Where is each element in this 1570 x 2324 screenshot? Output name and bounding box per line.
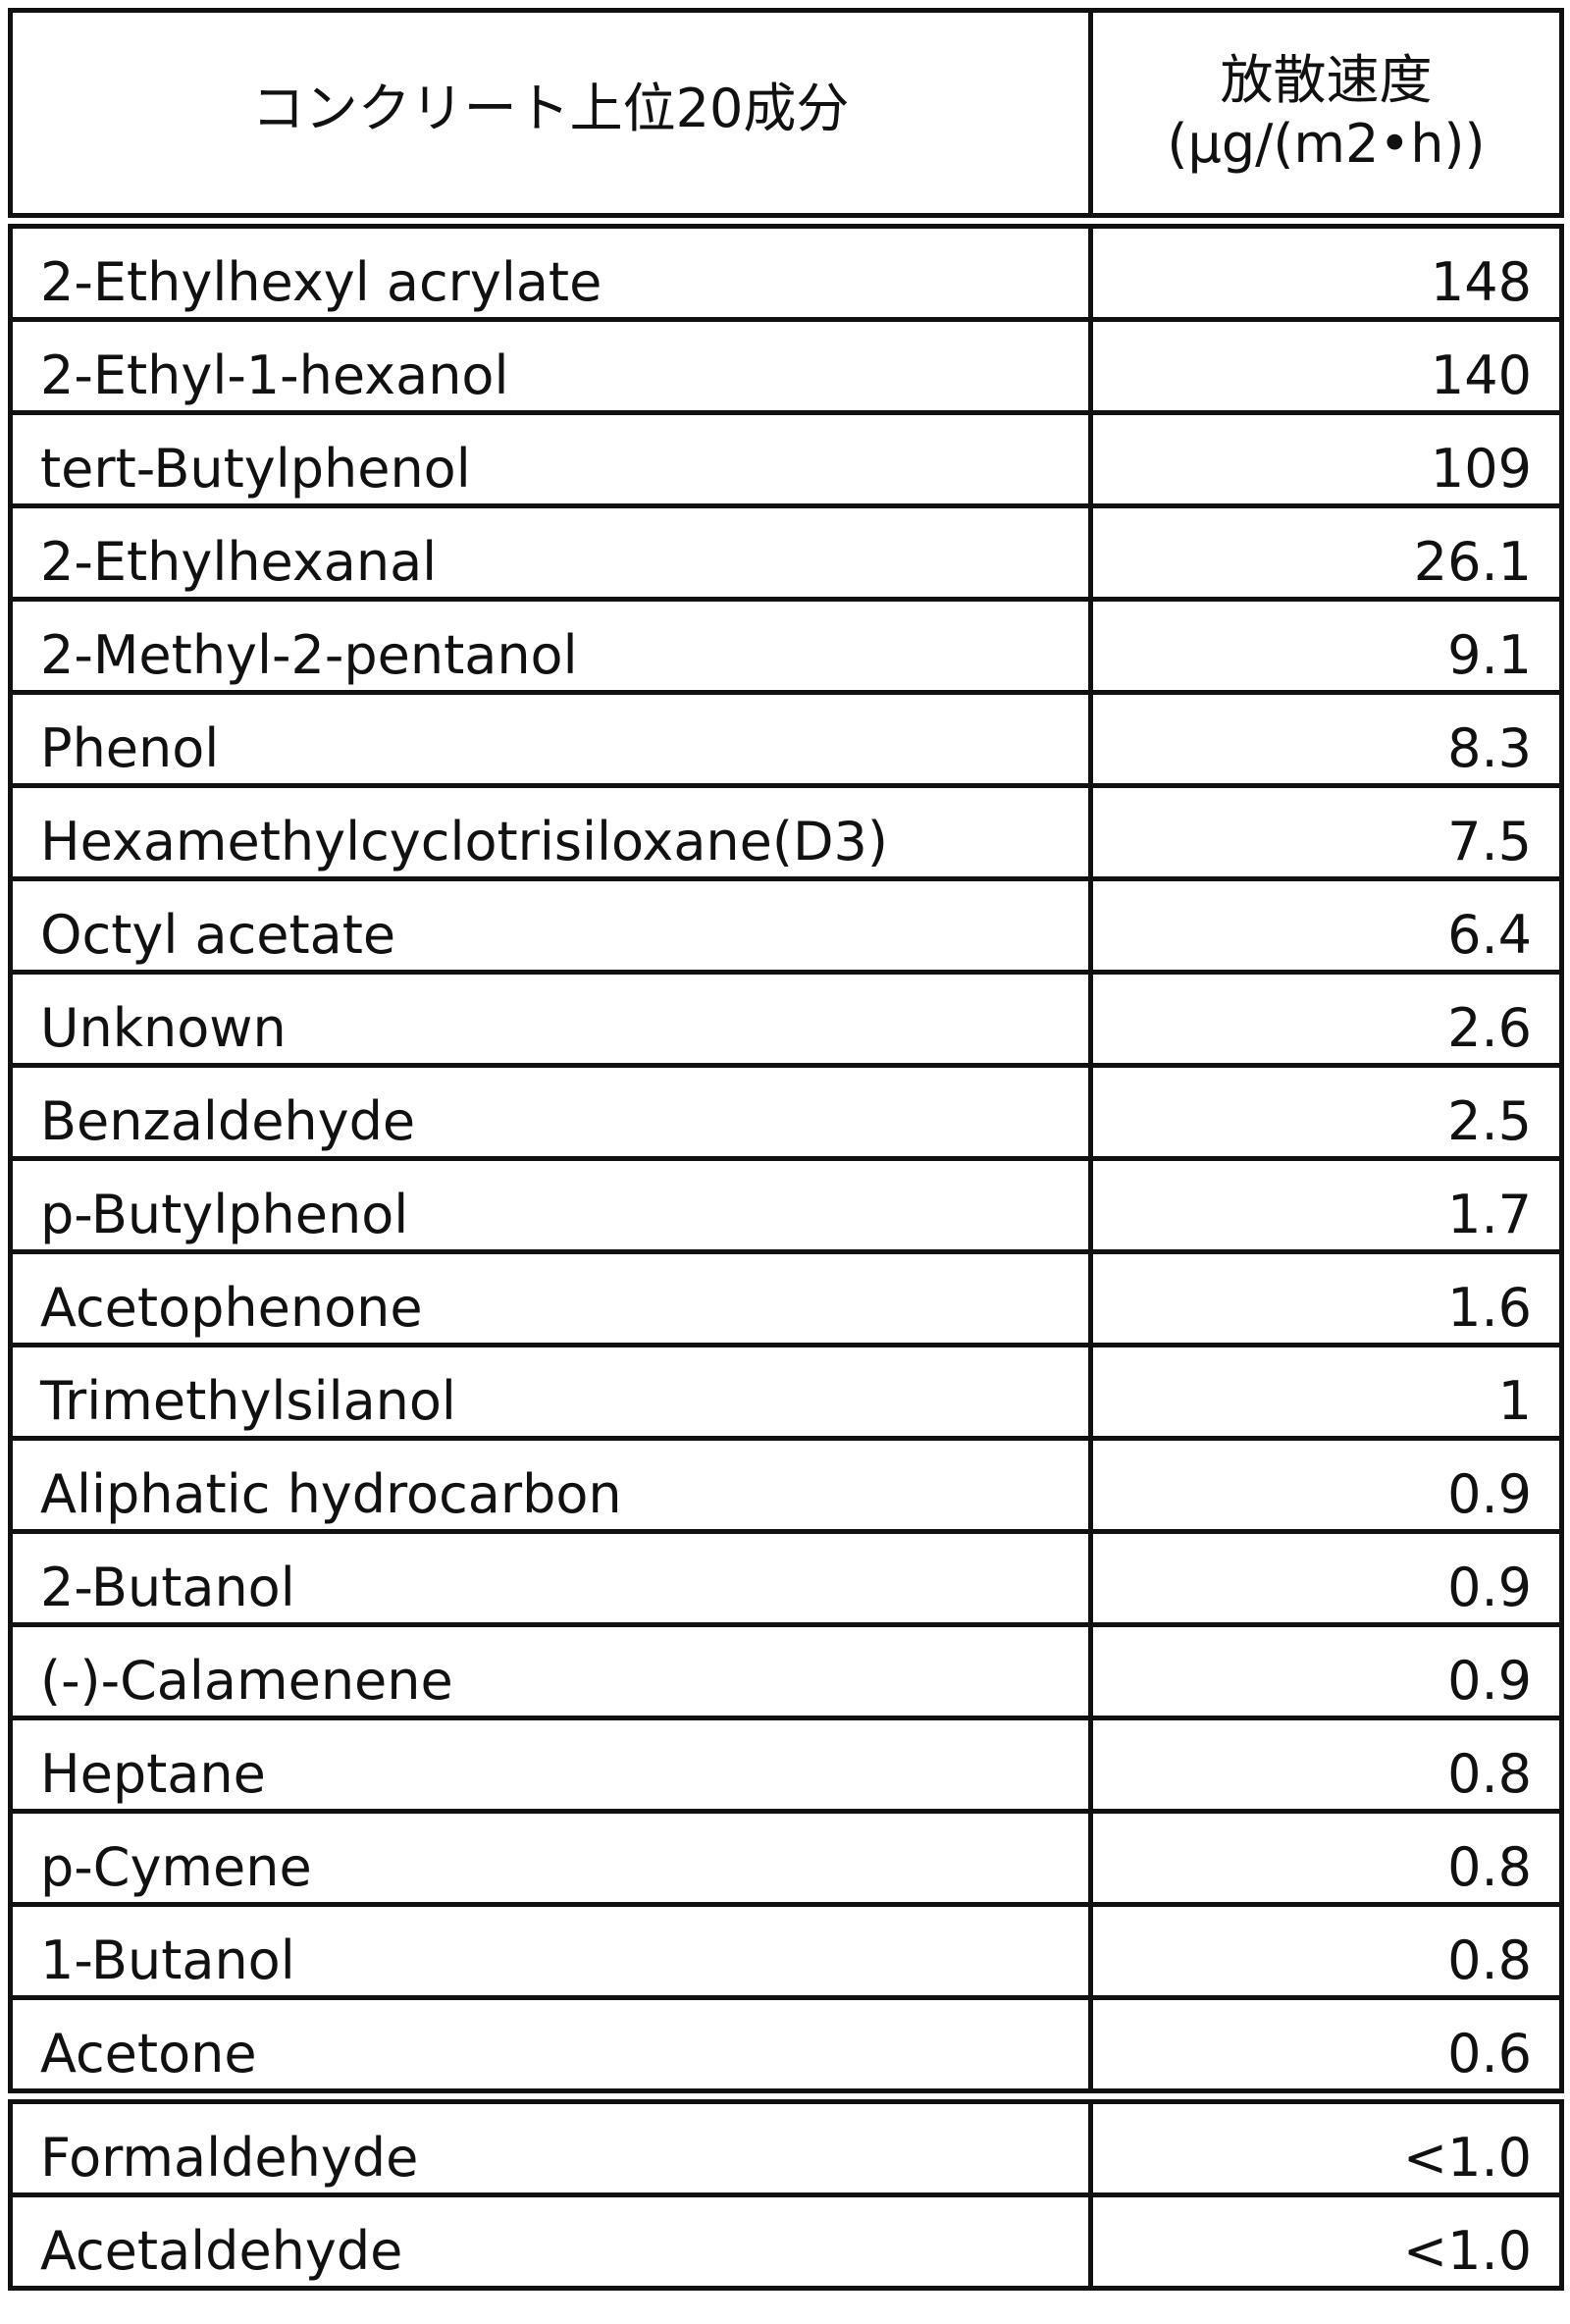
table-row: 1-Butanol 0.8	[8, 1902, 1564, 2000]
component-cell: Unknown	[8, 970, 1093, 1068]
data-table: コンクリート上位20成分 放散速度 (μg/(m2•h)) 2-Ethylhex…	[8, 8, 1564, 2291]
table-row: p-Butylphenol 1.7	[8, 1156, 1564, 1254]
table-row: p-Cymene 0.8	[8, 1809, 1564, 1907]
rate-cell: 9.1	[1088, 597, 1564, 695]
component-cell: 2-Methyl-2-pentanol	[8, 597, 1093, 695]
component-cell: Trimethylsilanol	[8, 1343, 1093, 1441]
rate-cell: 26.1	[1088, 503, 1564, 602]
component-cell: 2-Ethylhexanal	[8, 503, 1093, 602]
table-row: Aliphatic hydrocarbon 0.9	[8, 1436, 1564, 1534]
table-row: Unknown 2.6	[8, 970, 1564, 1068]
component-cell: 2-Ethyl-1-hexanol	[8, 317, 1093, 415]
component-cell: tert-Butylphenol	[8, 410, 1093, 508]
table-row: Formaldehyde <1.0	[8, 2093, 1564, 2197]
component-cell: Heptane	[8, 1716, 1093, 1814]
header-cell: 放散速度 (μg/(m2•h))	[1088, 8, 1564, 229]
table-row: 2-Ethylhexanal 26.1	[8, 503, 1564, 602]
rate-cell: 0.8	[1088, 1809, 1564, 1907]
table-row: Octyl acetate 6.4	[8, 876, 1564, 975]
rate-cell: <1.0	[1088, 2093, 1564, 2197]
table-row: Benzaldehyde 2.5	[8, 1063, 1564, 1161]
table-row: Heptane 0.8	[8, 1716, 1564, 1814]
rate-cell: 2.5	[1088, 1063, 1564, 1161]
rate-cell: 0.9	[1088, 1529, 1564, 1627]
component-cell: Phenol	[8, 690, 1093, 788]
component-cell: p-Butylphenol	[8, 1156, 1093, 1254]
table-row: 2-Methyl-2-pentanol 9.1	[8, 597, 1564, 695]
table-row: tert-Butylphenol 109	[8, 410, 1564, 508]
rate-cell: 8.3	[1088, 690, 1564, 788]
rate-cell: 0.6	[1088, 1995, 1564, 2104]
component-cell: 2-Butanol	[8, 1529, 1093, 1627]
component-cell: Aliphatic hydrocarbon	[8, 1436, 1093, 1534]
component-cell: Acetone	[8, 1995, 1093, 2104]
table-row: Hexamethylcyclotrisiloxane(D3) 7.5	[8, 783, 1564, 881]
rate-cell: 0.8	[1088, 1902, 1564, 2000]
table-row: Acetophenone 1.6	[8, 1249, 1564, 1347]
rate-cell: 2.6	[1088, 970, 1564, 1068]
component-cell: Hexamethylcyclotrisiloxane(D3)	[8, 783, 1093, 881]
rate-cell: 109	[1088, 410, 1564, 508]
table-row: (-)-Calamenene 0.9	[8, 1622, 1564, 1720]
component-cell: Formaldehyde	[8, 2093, 1093, 2197]
component-cell: Acetophenone	[8, 1249, 1093, 1347]
component-cell: 2-Ethylhexyl acrylate	[8, 218, 1093, 322]
table-row: Acetaldehyde <1.0	[8, 2192, 1564, 2291]
rate-cell: 0.9	[1088, 1436, 1564, 1534]
table-row: 2-Butanol 0.9	[8, 1529, 1564, 1627]
header-text: コンクリート上位20成分	[251, 78, 850, 139]
component-cell: (-)-Calamenene	[8, 1622, 1093, 1720]
component-cell: p-Cymene	[8, 1809, 1093, 1907]
table-row: 2-Ethylhexyl acrylate 148	[8, 218, 1564, 322]
rate-cell: 0.8	[1088, 1716, 1564, 1814]
table-body: コンクリート上位20成分 放散速度 (μg/(m2•h)) 2-Ethylhex…	[8, 8, 1564, 2291]
header-row: コンクリート上位20成分 放散速度 (μg/(m2•h))	[8, 8, 1564, 229]
header-cell: コンクリート上位20成分	[8, 8, 1093, 229]
component-cell: Octyl acetate	[8, 876, 1093, 975]
rate-cell: 148	[1088, 218, 1564, 322]
component-cell: Benzaldehyde	[8, 1063, 1093, 1161]
rate-cell: 1.6	[1088, 1249, 1564, 1347]
rate-cell: 1.7	[1088, 1156, 1564, 1254]
table-row: Phenol 8.3	[8, 690, 1564, 788]
rate-cell: 6.4	[1088, 876, 1564, 975]
rate-cell: 140	[1088, 317, 1564, 415]
rate-cell: 7.5	[1088, 783, 1564, 881]
rate-cell: 0.9	[1088, 1622, 1564, 1720]
table-row: 2-Ethyl-1-hexanol 140	[8, 317, 1564, 415]
header-text: (μg/(m2•h))	[1167, 113, 1486, 175]
component-cell: 1-Butanol	[8, 1902, 1093, 2000]
component-cell: Acetaldehyde	[8, 2192, 1093, 2291]
table-row: Acetone 0.6	[8, 1995, 1564, 2104]
rate-cell: 1	[1088, 1343, 1564, 1441]
table-row: Trimethylsilanol 1	[8, 1343, 1564, 1441]
header-text: 放散速度	[1220, 49, 1433, 112]
rate-cell: <1.0	[1088, 2192, 1564, 2291]
